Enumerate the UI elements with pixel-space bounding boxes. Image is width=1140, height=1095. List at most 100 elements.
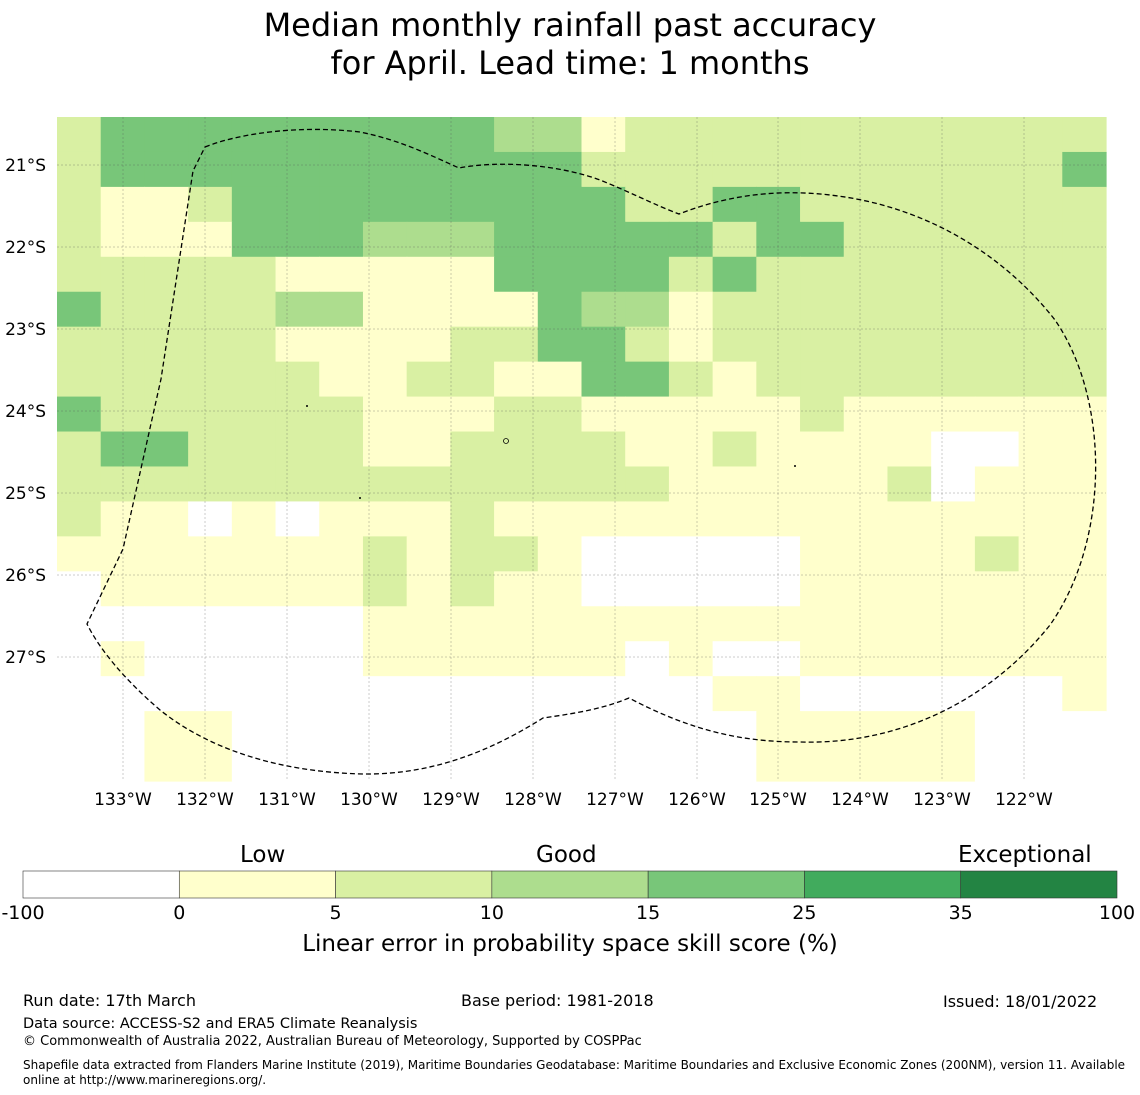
grid-cell	[931, 746, 976, 782]
longitude-label: 132°W	[176, 790, 234, 810]
grid-cell	[712, 536, 757, 572]
grid-cell	[100, 361, 146, 398]
grid-cell	[231, 746, 277, 782]
grid-cell	[1018, 221, 1063, 258]
grid-cell	[668, 431, 714, 468]
grid-cell	[319, 606, 364, 642]
grid-cell	[931, 221, 976, 258]
grid-cell	[494, 326, 539, 363]
colorbar-segment	[804, 870, 962, 899]
grid-cell	[800, 221, 845, 258]
grid-cell	[843, 396, 889, 433]
grid-cell	[57, 746, 102, 782]
grid-cell	[188, 536, 233, 572]
grid-cell	[319, 641, 364, 677]
grid-cell	[188, 606, 233, 642]
grid-cell	[581, 396, 626, 433]
shapefile-credit-line-1: Shapefile data extracted from Flanders M…	[23, 1058, 1126, 1072]
grid-cell	[319, 676, 364, 712]
grid-cell	[406, 746, 451, 782]
colorbar-tick-label: 35	[948, 902, 973, 924]
grid-cell	[450, 361, 495, 398]
grid-cell	[362, 326, 408, 363]
grid-cell	[450, 536, 495, 572]
grid-cell	[231, 431, 277, 468]
grid-cell	[362, 221, 408, 258]
grid-cell	[231, 501, 277, 537]
shapefile-credit-line-2: online at http://www.marineregions.org/.	[23, 1073, 267, 1087]
grid-cell	[931, 676, 976, 712]
grid-cell	[275, 641, 320, 677]
grid-cell	[581, 536, 626, 572]
grid-cell	[450, 396, 495, 433]
grid-cell	[1018, 117, 1063, 153]
grid-cell	[974, 466, 1020, 503]
grid-cell	[887, 326, 932, 363]
grid-cell	[974, 536, 1020, 572]
grid-cell	[581, 326, 626, 363]
grid-cell	[931, 326, 976, 363]
grid-cell	[581, 221, 626, 258]
grid-cell	[494, 151, 539, 188]
grid-cell	[1062, 606, 1107, 642]
grid-cell	[887, 746, 932, 782]
grid-cell	[231, 361, 277, 398]
grid-cell	[231, 326, 277, 363]
grid-cell	[57, 676, 102, 712]
grid-cell	[537, 117, 583, 153]
grid-cell	[494, 291, 539, 328]
grid-cell	[1062, 536, 1107, 572]
grid-cell	[974, 571, 1020, 607]
grid-cell	[931, 256, 976, 293]
grid-cell	[668, 676, 714, 712]
grid-cell	[974, 431, 1020, 468]
grid-cell	[231, 221, 277, 258]
colorbar-category-good: Good	[536, 842, 597, 868]
longitude-label: 125°W	[749, 790, 807, 810]
grid-cell	[887, 361, 932, 398]
grid-cell	[362, 641, 408, 677]
grid-cell	[450, 676, 495, 712]
grid-cell	[712, 606, 757, 642]
grid-cell	[625, 117, 670, 153]
grid-cell	[144, 466, 189, 503]
grid-cell	[712, 641, 757, 677]
grid-cell	[581, 361, 626, 398]
grid-cell	[319, 711, 364, 747]
grid-cell	[800, 536, 845, 572]
grid-cell	[800, 676, 845, 712]
grid-cell	[450, 256, 495, 293]
islets	[306, 405, 796, 499]
grid-cell	[712, 501, 757, 537]
grid-cell	[887, 151, 932, 188]
grid-cell	[406, 221, 451, 258]
grid-cell	[974, 396, 1020, 433]
grid-cell	[57, 431, 102, 468]
grid-cell	[494, 536, 539, 572]
grid-cell	[887, 256, 932, 293]
grid-cell	[625, 396, 670, 433]
grid-cell	[275, 361, 320, 398]
grid-cell	[144, 291, 189, 328]
grid-cell	[712, 676, 757, 712]
grid-cell	[712, 151, 757, 188]
grid-cell	[406, 466, 451, 503]
grid-cell	[406, 326, 451, 363]
grid-cell	[887, 431, 932, 468]
grid-cell	[974, 291, 1020, 328]
grid-cell	[450, 466, 495, 503]
grid-cell	[362, 431, 408, 468]
grid-cell	[756, 641, 801, 677]
grid-cell	[319, 431, 364, 468]
latitude-label: 21°S	[5, 156, 46, 176]
grid-cell	[843, 711, 889, 747]
grid-cell	[843, 256, 889, 293]
grid-cell	[931, 151, 976, 188]
grid-cell	[756, 466, 801, 503]
grid-cell	[362, 466, 408, 503]
grid-cell	[581, 571, 626, 607]
longitude-label: 127°W	[586, 790, 644, 810]
grid-cell	[668, 221, 714, 258]
colorbar-segment	[22, 870, 180, 899]
grid-cell	[275, 151, 320, 188]
